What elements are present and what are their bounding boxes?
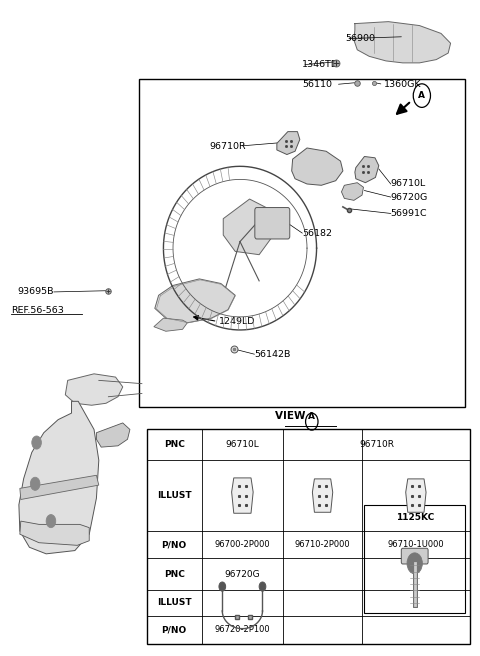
Text: 56991C: 56991C bbox=[391, 209, 427, 218]
Text: 56182: 56182 bbox=[302, 228, 332, 237]
Text: 1125KC: 1125KC bbox=[396, 514, 434, 522]
Text: 1346TD: 1346TD bbox=[302, 60, 339, 70]
Text: 96710L: 96710L bbox=[226, 440, 259, 449]
Polygon shape bbox=[19, 401, 99, 554]
Text: 56900: 56900 bbox=[345, 34, 375, 43]
Polygon shape bbox=[20, 521, 89, 545]
Text: 96710L: 96710L bbox=[391, 180, 426, 188]
Bar bbox=[140, 79, 465, 407]
FancyBboxPatch shape bbox=[255, 207, 290, 239]
Text: 96700-2P000: 96700-2P000 bbox=[215, 540, 270, 549]
Polygon shape bbox=[232, 478, 253, 513]
Circle shape bbox=[46, 514, 56, 527]
Circle shape bbox=[30, 478, 40, 490]
Text: 96720G: 96720G bbox=[225, 569, 260, 579]
Text: 96710-1U000: 96710-1U000 bbox=[387, 540, 444, 549]
FancyBboxPatch shape bbox=[401, 548, 428, 564]
Text: VIEW: VIEW bbox=[275, 411, 310, 421]
Text: 96710R: 96710R bbox=[209, 142, 245, 150]
Polygon shape bbox=[20, 476, 99, 499]
Polygon shape bbox=[163, 167, 317, 330]
Text: P/NO: P/NO bbox=[162, 625, 187, 634]
Polygon shape bbox=[355, 157, 379, 182]
Text: A: A bbox=[308, 412, 315, 421]
Polygon shape bbox=[154, 318, 187, 331]
Text: 1360GK: 1360GK bbox=[384, 80, 421, 89]
Text: 96720G: 96720G bbox=[391, 193, 428, 201]
Circle shape bbox=[219, 582, 226, 591]
Text: PNC: PNC bbox=[164, 440, 185, 449]
Text: 96720-2P100: 96720-2P100 bbox=[215, 625, 270, 634]
Text: 56142B: 56142B bbox=[254, 350, 291, 359]
Text: 93695B: 93695B bbox=[17, 287, 54, 297]
Polygon shape bbox=[65, 374, 123, 405]
Text: REF.56-563: REF.56-563 bbox=[11, 306, 64, 315]
Polygon shape bbox=[223, 199, 274, 255]
Polygon shape bbox=[292, 148, 343, 185]
Circle shape bbox=[407, 553, 422, 574]
Text: ILLUST: ILLUST bbox=[157, 598, 192, 607]
Text: P/NO: P/NO bbox=[162, 540, 187, 549]
Polygon shape bbox=[96, 423, 130, 447]
Bar bbox=[147, 430, 470, 644]
Polygon shape bbox=[312, 479, 333, 512]
Circle shape bbox=[259, 582, 266, 591]
Text: PNC: PNC bbox=[164, 569, 185, 579]
Circle shape bbox=[32, 436, 41, 449]
Polygon shape bbox=[341, 182, 363, 200]
Polygon shape bbox=[277, 132, 300, 155]
Text: 56110: 56110 bbox=[302, 80, 332, 89]
Bar bbox=[364, 504, 465, 613]
Text: ILLUST: ILLUST bbox=[157, 491, 192, 500]
Polygon shape bbox=[354, 22, 451, 63]
Polygon shape bbox=[155, 279, 235, 323]
Polygon shape bbox=[406, 479, 426, 512]
Text: A: A bbox=[419, 91, 425, 100]
Text: 1249LD: 1249LD bbox=[218, 317, 255, 326]
Text: 96710R: 96710R bbox=[359, 440, 394, 449]
Text: 96710-2P000: 96710-2P000 bbox=[295, 540, 350, 549]
